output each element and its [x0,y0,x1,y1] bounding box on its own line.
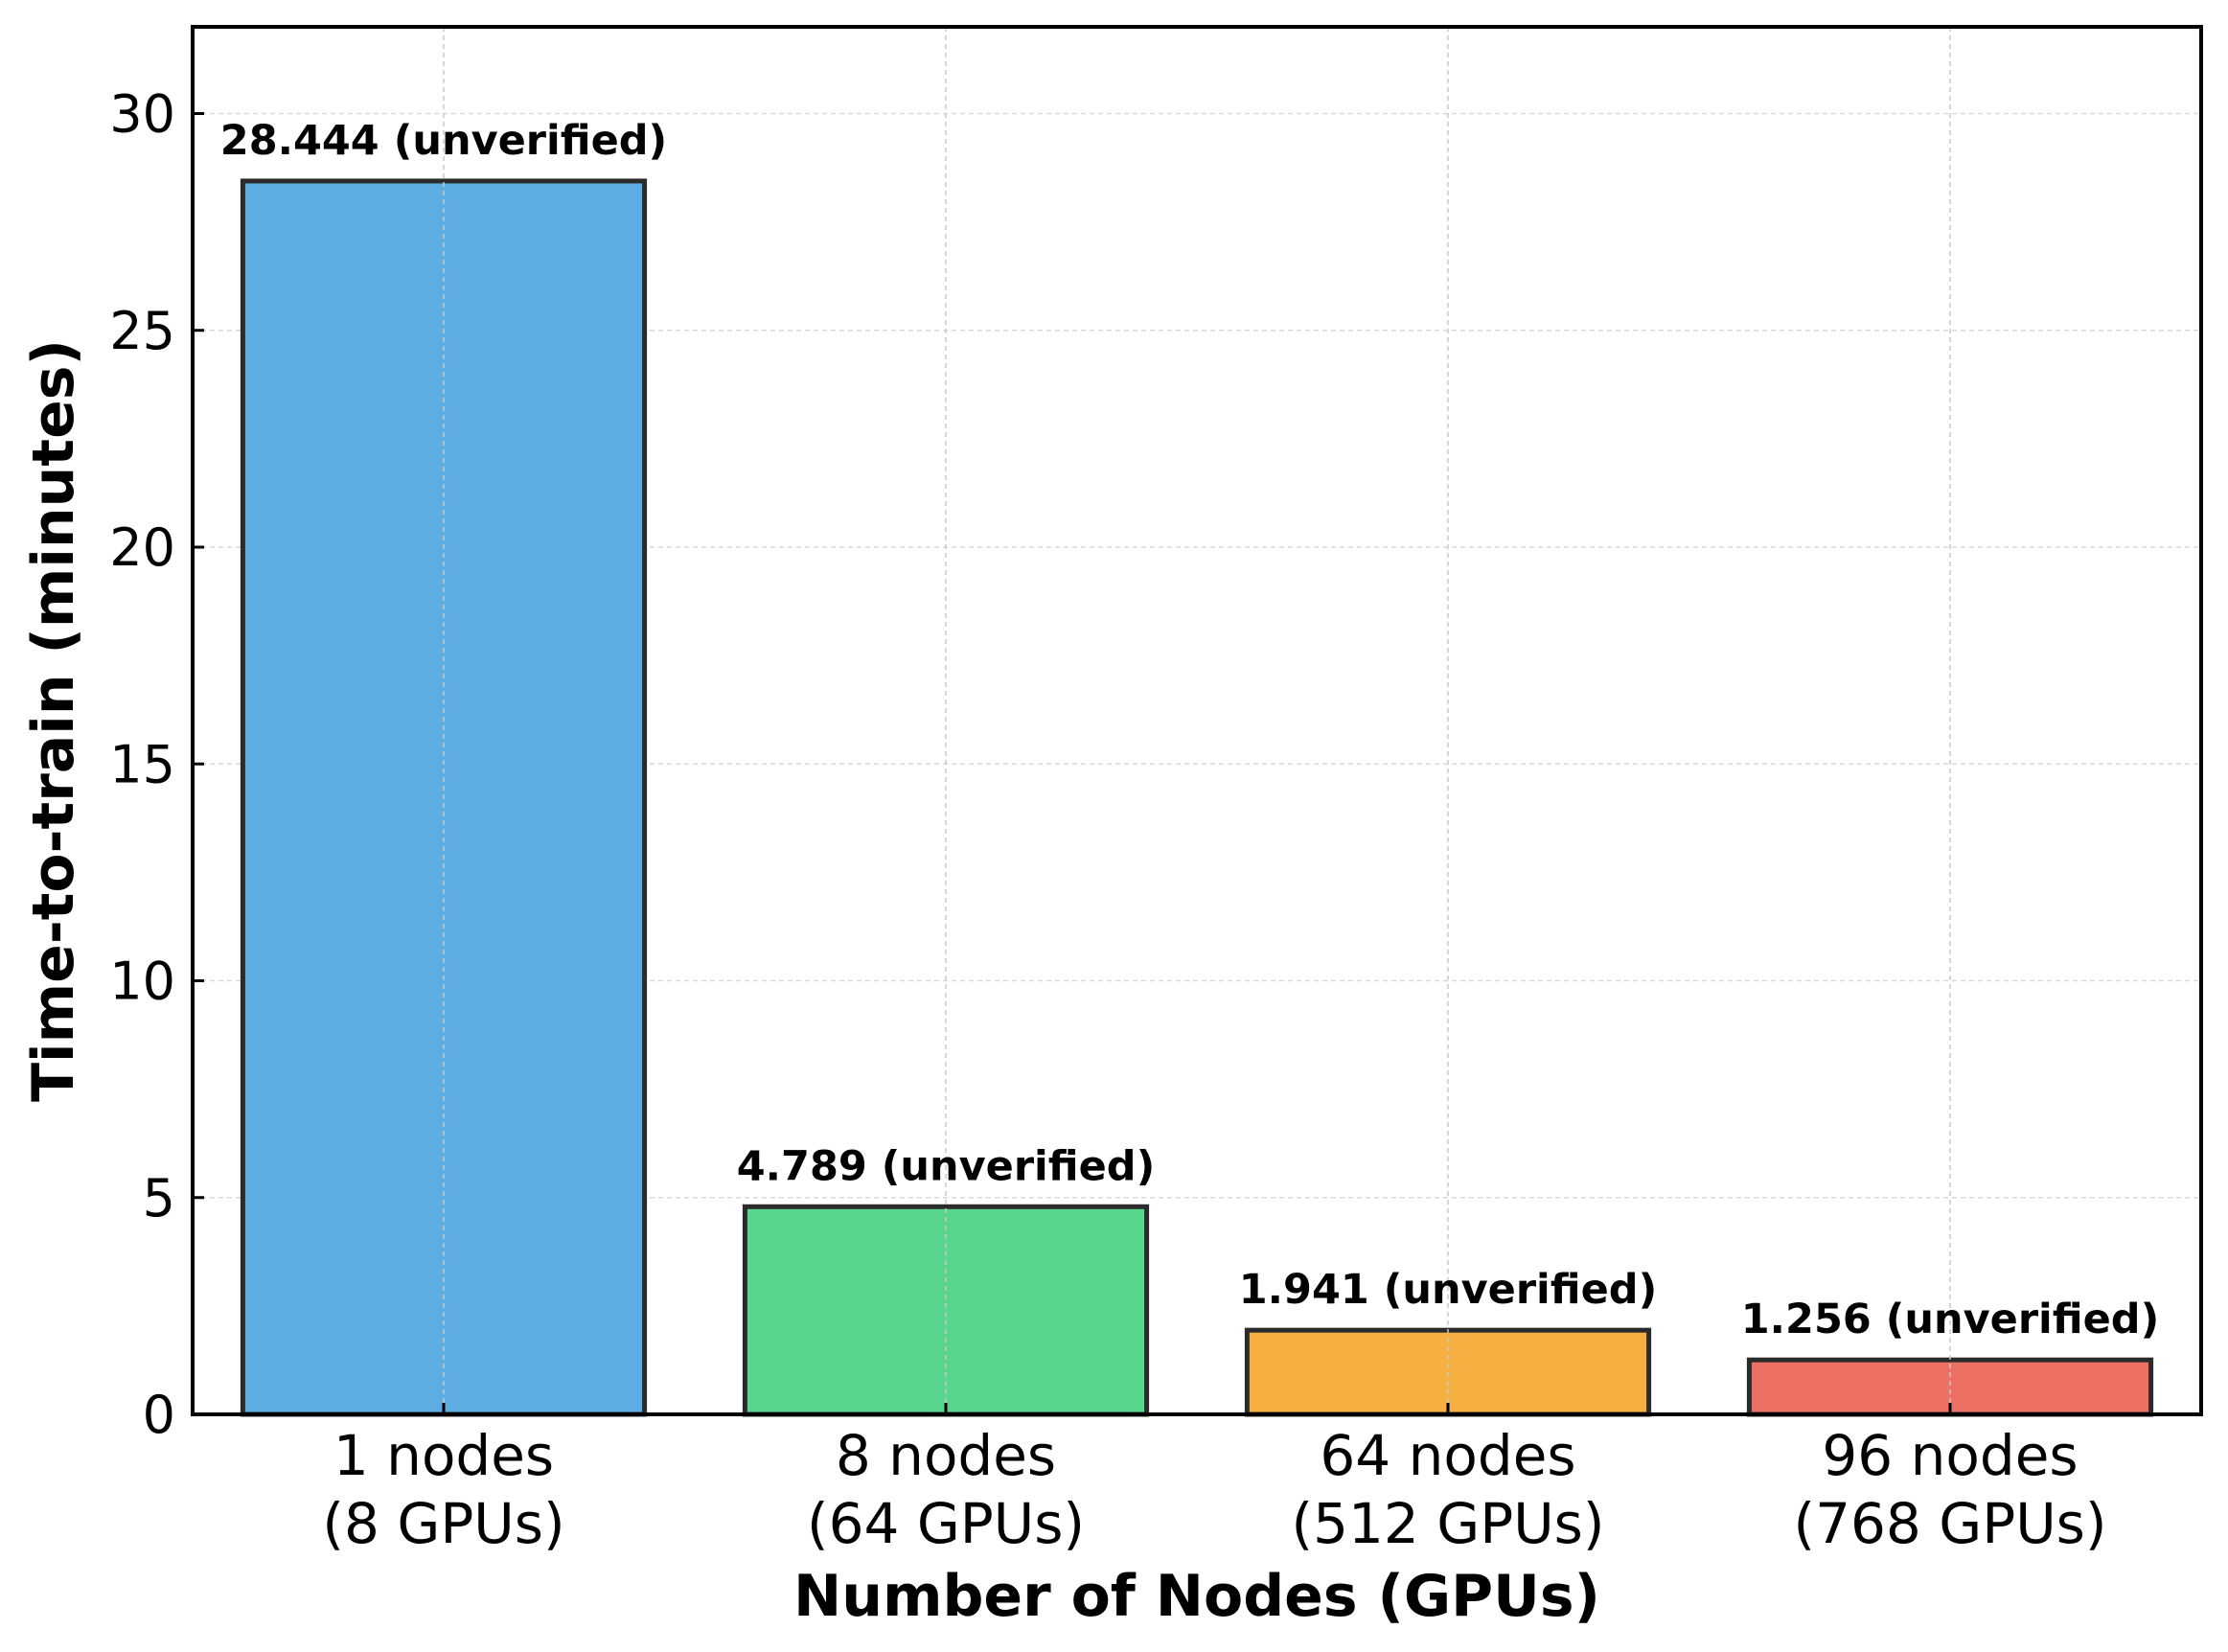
y-tick-label: 20 [109,517,175,578]
y-tick-label: 10 [109,952,175,1012]
labels: 0 5 10 15 20 25 30 1 nodes(8 GPUs) 28.444 (unver… [109,84,2159,1557]
grid-lines [193,112,2201,1415]
bar-value-label: 4.789 (unverified) [737,1142,1155,1190]
x-tick-label-gpus: (512 GPUs) [1292,1491,1605,1556]
x-tick-label-gpus: (8 GPUs) [322,1491,564,1556]
x-axis-title: Number of Nodes (GPUs) [793,1563,1600,1630]
x-tick-label-gpus: (768 GPUs) [1794,1491,2107,1556]
y-tick-label: 5 [143,1168,175,1228]
y-tick-label: 15 [109,734,175,794]
bar-value-label: 1.256 (unverified) [1741,1296,2159,1343]
x-tick-label: 1 nodes [333,1423,554,1488]
x-tick-label-gpus: (64 GPUs) [807,1491,1085,1556]
y-axis-title: Time-to-train (minutes) [20,339,87,1102]
y-tick-label: 0 [143,1385,175,1445]
bar-value-label: 1.941 (unverified) [1239,1266,1657,1314]
plot-frame [191,25,2203,1416]
bar-value-label: 28.444 (unverified) [220,117,667,165]
x-tick-label: 64 nodes [1320,1423,1575,1488]
bar [742,1204,1150,1417]
x-tick-label: 96 nodes [1822,1423,2078,1488]
y-tick-label: 30 [109,84,175,145]
x-tick-label: 8 nodes [836,1423,1056,1488]
y-tick-label: 25 [109,301,175,361]
bars [240,178,2154,1417]
